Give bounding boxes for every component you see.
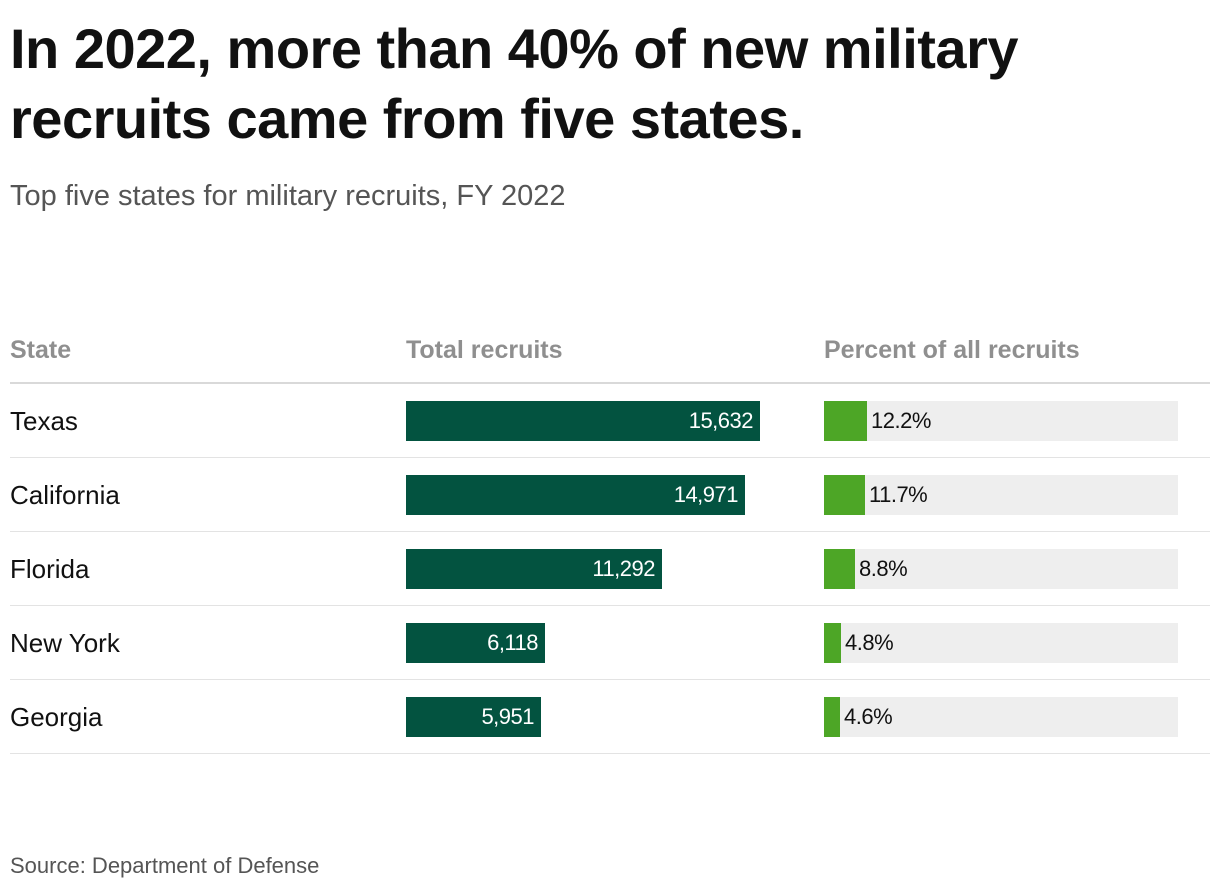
percent-bar-fill — [824, 697, 840, 737]
table-row: Georgia 5,951 4.6% — [10, 680, 1210, 754]
row-divider — [10, 457, 1210, 458]
state-name: New York — [10, 628, 120, 658]
total-recruits-bar: 15,632 — [406, 401, 760, 441]
table-row: New York 6,118 4.8% — [10, 606, 1210, 680]
total-recruits-bar: 5,951 — [406, 697, 541, 737]
row-divider — [10, 679, 1210, 680]
total-recruits-bar: 14,971 — [406, 475, 745, 515]
total-recruits-label: 11,292 — [592, 556, 655, 581]
percent-label: 4.8% — [845, 630, 894, 655]
percent-bar-fill — [824, 475, 865, 515]
state-name: Georgia — [10, 702, 103, 732]
percent-bar-fill — [824, 623, 841, 663]
percent-bar-track: 4.6% — [824, 697, 1178, 737]
table-row: Florida 11,292 8.8% — [10, 532, 1210, 606]
row-divider — [10, 753, 1210, 754]
percent-label: 11.7% — [869, 482, 928, 507]
total-recruits-label: 14,971 — [673, 482, 739, 507]
percent-label: 4.6% — [844, 704, 893, 729]
state-name: Florida — [10, 554, 90, 584]
state-name: California — [10, 480, 120, 510]
source-note: Source: Department of Defense — [10, 853, 320, 878]
total-recruits-bar: 6,118 — [406, 623, 545, 663]
percent-label: 8.8% — [859, 556, 908, 581]
percent-bar-track: 12.2% — [824, 401, 1178, 441]
percent-bar-track: 8.8% — [824, 549, 1178, 589]
percent-bar-fill — [824, 549, 855, 589]
table-row: Texas 15,632 12.2% — [10, 384, 1210, 458]
chart-subtitle: Top five states for military recruits, F… — [10, 180, 566, 212]
chart-title: In 2022, more than 40% of new military r… — [10, 17, 1019, 150]
total-recruits-label: 5,951 — [481, 704, 534, 729]
row-divider — [10, 531, 1210, 532]
row-divider — [10, 605, 1210, 606]
header-divider — [10, 382, 1210, 384]
percent-bar-track: 4.8% — [824, 623, 1178, 663]
column-header-percent: Percent of all recruits — [824, 336, 1080, 364]
percent-bar-fill — [824, 401, 867, 441]
percent-label: 12.2% — [871, 408, 931, 433]
table-row: California 14,971 11.7% — [10, 458, 1210, 532]
percent-bar-track: 11.7% — [824, 475, 1178, 515]
column-header-total-recruits: Total recruits — [406, 336, 563, 364]
total-recruits-bar: 11,292 — [406, 549, 662, 589]
column-header-state: State — [10, 336, 72, 364]
total-recruits-label: 6,118 — [487, 630, 538, 655]
total-recruits-label: 15,632 — [688, 408, 754, 433]
state-name: Texas — [10, 406, 78, 436]
